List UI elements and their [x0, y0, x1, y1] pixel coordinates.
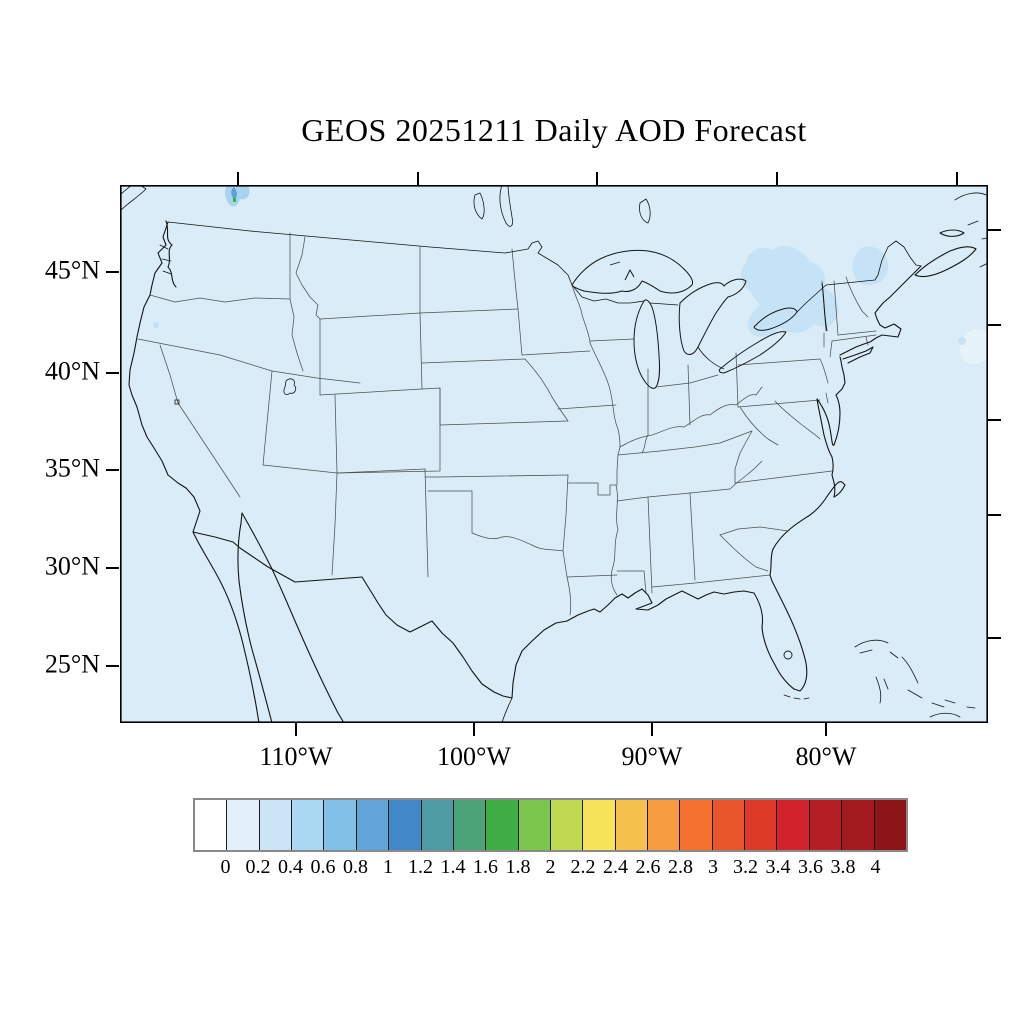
right-tick: [988, 324, 1001, 326]
top-tick: [956, 172, 958, 185]
colorbar-cell: [874, 800, 906, 850]
colorbar-cell: [227, 800, 260, 850]
colorbar-tick-label: 1.6: [473, 856, 498, 878]
colorbar-cell: [777, 800, 810, 850]
lat-tick: [106, 469, 119, 471]
lon-tick: [651, 723, 653, 736]
colorbar-cell: [680, 800, 713, 850]
colorbar-tick-label: 1.4: [440, 856, 466, 878]
colorbar-cell: [550, 800, 584, 850]
colorbar-cell: [259, 800, 293, 850]
top-tick: [596, 172, 598, 185]
colorbar: [193, 798, 908, 852]
plot-title: GEOS 20251211 Daily AOD Forecast: [301, 112, 807, 148]
colorbar-tick-label: 2.2: [570, 856, 596, 878]
lat-tick: [106, 372, 119, 374]
colorbar-tick-label: 2.4: [603, 856, 628, 878]
top-tick: [776, 172, 778, 185]
lon-tick-label: 80°W: [795, 742, 857, 771]
us-map-svg: [119, 184, 1000, 724]
colorbar-tick-label: 0.6: [310, 856, 336, 878]
colorbar-cell: [809, 800, 843, 850]
colorbar-tick-label: 3: [708, 856, 718, 878]
colorbar-tick-label: 0.8: [343, 856, 368, 878]
colorbar-tick-label: 3.8: [830, 856, 856, 878]
colorbar-tick-label: 1.8: [505, 856, 531, 878]
right-tick: [988, 514, 1001, 516]
map-area: [119, 184, 1000, 724]
lat-tick-label: 40°N: [44, 356, 100, 386]
map-background: [120, 185, 988, 723]
top-tick: [417, 172, 419, 185]
lat-tick-label: 30°N: [44, 551, 100, 581]
lon-tick: [473, 723, 475, 736]
colorbar-labels: 0 0.2 0.4 0.6 0.8 1 1.2 1.4 1.6 1.8 2 2.2 2.4 2.6 2.8 3…: [193, 856, 908, 884]
lat-tick: [106, 665, 119, 667]
colorbar-cell: [356, 800, 390, 850]
colorbar-cell: [842, 800, 875, 850]
lon-tick-label: 100°W: [437, 742, 511, 771]
colorbar-tick-label: 0: [220, 856, 231, 878]
colorbar-cell: [421, 800, 454, 850]
colorbar-cell: [195, 800, 228, 850]
lon-tick-label: 90°W: [621, 742, 683, 771]
colorbar-cell: [712, 800, 746, 850]
map-frame-border: [120, 185, 989, 724]
colorbar-cell: [583, 800, 616, 850]
colorbar-tick-label: 4: [870, 856, 881, 878]
right-tick: [988, 419, 1001, 421]
colorbar-tick-label: 3.2: [733, 856, 758, 878]
lon-tick: [825, 723, 827, 736]
state-borders: [137, 232, 877, 616]
colorbar-cell: [518, 800, 551, 850]
colorbar-cell: [486, 800, 519, 850]
aod-patches: [153, 185, 988, 364]
right-tick: [988, 229, 1001, 231]
lat-tick-label: 35°N: [44, 453, 100, 483]
colorbar-cell: [292, 800, 325, 850]
right-tick: [988, 637, 1001, 639]
colorbar-tick-label: 1.2: [408, 856, 433, 878]
lon-tick-label: 110°W: [259, 742, 333, 771]
lat-tick-label: 45°N: [44, 255, 100, 285]
colorbar-cell: [324, 800, 357, 850]
colorbar-cells: [193, 798, 908, 852]
colorbar-tick-label: 2: [545, 856, 556, 878]
colorbar-tick-label: 3.6: [798, 856, 823, 878]
great-lakes: [174, 184, 828, 405]
lon-tick: [295, 723, 297, 736]
colorbar-tick-label: 0.4: [278, 856, 303, 878]
colorbar-tick-label: 0.2: [245, 856, 271, 878]
colorbar-cell: [745, 800, 778, 850]
colorbar-tick-label: 3.4: [765, 856, 791, 878]
lat-tick: [106, 567, 119, 569]
colorbar-cell: [389, 800, 422, 850]
colorbar-tick-label: 2.6: [635, 856, 661, 878]
colorbar-cell: [453, 800, 487, 850]
lat-tick: [106, 271, 119, 273]
lat-tick-label: 25°N: [44, 649, 100, 679]
top-tick: [237, 172, 239, 185]
coastlines: [119, 184, 1000, 724]
colorbar-tick-label: 2.8: [668, 856, 693, 878]
colorbar-cell: [648, 800, 681, 850]
colorbar-tick-label: 1: [383, 856, 393, 878]
colorbar-cell: [615, 800, 649, 850]
